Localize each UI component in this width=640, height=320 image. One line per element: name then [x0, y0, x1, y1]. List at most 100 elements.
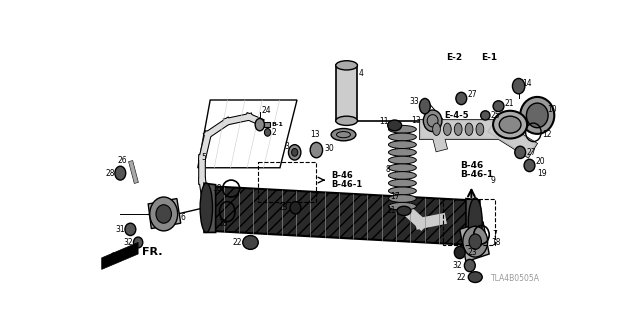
- Ellipse shape: [468, 198, 482, 247]
- Ellipse shape: [388, 164, 417, 172]
- Ellipse shape: [454, 123, 462, 135]
- Ellipse shape: [388, 125, 417, 133]
- Text: 3: 3: [284, 142, 289, 151]
- Text: 23: 23: [278, 203, 288, 212]
- Text: 32: 32: [123, 238, 132, 247]
- Text: B-46-1: B-46-1: [460, 170, 493, 179]
- Text: 13: 13: [310, 130, 320, 139]
- Text: 11: 11: [379, 117, 388, 126]
- Text: 27: 27: [527, 148, 536, 157]
- Polygon shape: [466, 198, 480, 246]
- Ellipse shape: [200, 183, 212, 232]
- Text: B-46: B-46: [460, 161, 483, 170]
- Text: E-4-5: E-4-5: [444, 111, 469, 120]
- Ellipse shape: [388, 172, 417, 179]
- Text: 32: 32: [452, 261, 462, 270]
- Ellipse shape: [513, 78, 525, 94]
- Text: 21: 21: [505, 99, 514, 108]
- Text: 33: 33: [410, 97, 419, 106]
- Ellipse shape: [444, 123, 451, 135]
- Text: 18: 18: [212, 184, 222, 193]
- Ellipse shape: [388, 156, 417, 164]
- Ellipse shape: [419, 99, 430, 114]
- Ellipse shape: [388, 203, 417, 210]
- Ellipse shape: [465, 123, 473, 135]
- Ellipse shape: [433, 123, 440, 135]
- Ellipse shape: [388, 187, 417, 195]
- Ellipse shape: [115, 166, 125, 180]
- Polygon shape: [198, 100, 297, 168]
- Text: TLA4B0505A: TLA4B0505A: [491, 274, 540, 283]
- Text: 18: 18: [491, 238, 500, 247]
- Text: E-2: E-2: [446, 53, 462, 62]
- Ellipse shape: [493, 101, 504, 112]
- Text: 22: 22: [232, 238, 242, 247]
- Bar: [264, 122, 270, 127]
- Ellipse shape: [290, 202, 301, 214]
- Ellipse shape: [134, 237, 143, 248]
- Text: 6: 6: [180, 212, 186, 221]
- Text: 14: 14: [522, 78, 531, 88]
- Polygon shape: [148, 198, 180, 228]
- Ellipse shape: [150, 197, 178, 231]
- Ellipse shape: [255, 118, 264, 131]
- Ellipse shape: [493, 111, 527, 139]
- Ellipse shape: [243, 236, 259, 249]
- Ellipse shape: [336, 116, 358, 125]
- Ellipse shape: [331, 129, 356, 141]
- Ellipse shape: [388, 120, 402, 131]
- Ellipse shape: [156, 205, 172, 223]
- Polygon shape: [210, 186, 467, 245]
- Text: 13: 13: [412, 116, 421, 125]
- Ellipse shape: [454, 246, 465, 259]
- Ellipse shape: [397, 206, 411, 215]
- Ellipse shape: [388, 179, 417, 187]
- Text: 5: 5: [202, 153, 206, 162]
- Ellipse shape: [388, 195, 417, 203]
- Text: 22: 22: [456, 273, 466, 282]
- Text: 18: 18: [219, 219, 228, 228]
- Text: FR.: FR.: [142, 247, 163, 258]
- Bar: [336, 65, 358, 121]
- Ellipse shape: [463, 226, 488, 257]
- Text: 24: 24: [261, 106, 271, 115]
- Ellipse shape: [476, 123, 484, 135]
- Ellipse shape: [524, 159, 535, 172]
- Ellipse shape: [520, 97, 554, 134]
- Text: 26: 26: [118, 156, 127, 164]
- Ellipse shape: [388, 141, 417, 148]
- Ellipse shape: [499, 116, 521, 133]
- Ellipse shape: [526, 103, 548, 128]
- Text: B-46: B-46: [331, 171, 353, 180]
- Ellipse shape: [292, 148, 298, 156]
- Ellipse shape: [456, 92, 467, 105]
- Text: 28: 28: [106, 169, 115, 178]
- Ellipse shape: [481, 111, 490, 120]
- Text: B-46-1: B-46-1: [331, 180, 362, 189]
- Text: 2: 2: [271, 128, 276, 137]
- Ellipse shape: [264, 129, 271, 136]
- Ellipse shape: [388, 148, 417, 156]
- Text: 7: 7: [492, 230, 497, 239]
- Ellipse shape: [310, 142, 323, 158]
- Text: 31: 31: [115, 225, 125, 234]
- Text: 10: 10: [547, 105, 557, 114]
- Text: E-1: E-1: [481, 53, 497, 62]
- Ellipse shape: [515, 146, 525, 158]
- Text: 11: 11: [387, 206, 396, 215]
- Text: 19: 19: [537, 169, 547, 178]
- Polygon shape: [204, 183, 216, 232]
- Text: 23: 23: [467, 248, 477, 257]
- Polygon shape: [460, 222, 489, 262]
- Ellipse shape: [388, 133, 417, 141]
- Text: 8: 8: [385, 165, 390, 174]
- Text: 30: 30: [324, 144, 334, 153]
- Ellipse shape: [125, 223, 136, 236]
- Ellipse shape: [336, 61, 358, 70]
- Text: 17: 17: [390, 192, 399, 201]
- Ellipse shape: [468, 272, 482, 283]
- Ellipse shape: [469, 234, 481, 249]
- Text: 27: 27: [467, 90, 477, 99]
- Ellipse shape: [465, 260, 476, 272]
- Text: 12: 12: [543, 130, 552, 139]
